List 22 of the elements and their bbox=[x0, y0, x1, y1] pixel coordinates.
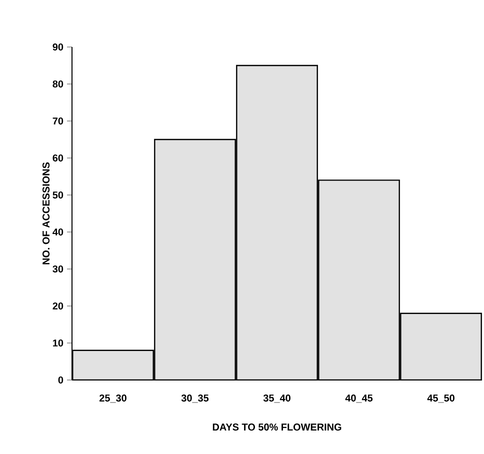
bar bbox=[236, 64, 318, 380]
y-tick-label: 0 bbox=[58, 376, 64, 384]
y-tick-label: 50 bbox=[52, 191, 64, 199]
bar bbox=[154, 138, 236, 380]
y-tick-label: 80 bbox=[52, 80, 64, 88]
bar bbox=[318, 180, 400, 380]
y-tick-label: 60 bbox=[52, 154, 64, 162]
x-tick-label: 40_45 bbox=[345, 394, 373, 403]
y-tick-label: 90 bbox=[52, 43, 64, 51]
y-tick-label: 30 bbox=[52, 265, 64, 273]
y-tick-label: 70 bbox=[52, 117, 64, 125]
x-tick-label: 25_30 bbox=[99, 394, 126, 403]
y-tick-label: 20 bbox=[52, 302, 64, 310]
x-axis-title: DAYS TO 50% FLOWERING bbox=[212, 424, 342, 431]
x-tick-label: 30_35 bbox=[181, 394, 209, 403]
y-tick-label: 10 bbox=[53, 339, 64, 347]
y-axis-title: NO. OF ACCESSIONS bbox=[42, 162, 50, 264]
y-tick-label: 40 bbox=[52, 228, 64, 236]
x-tick-label: 35_40 bbox=[263, 394, 290, 403]
x-tick-label: 45_50 bbox=[427, 394, 454, 403]
bar bbox=[72, 350, 154, 380]
bar bbox=[400, 312, 482, 380]
